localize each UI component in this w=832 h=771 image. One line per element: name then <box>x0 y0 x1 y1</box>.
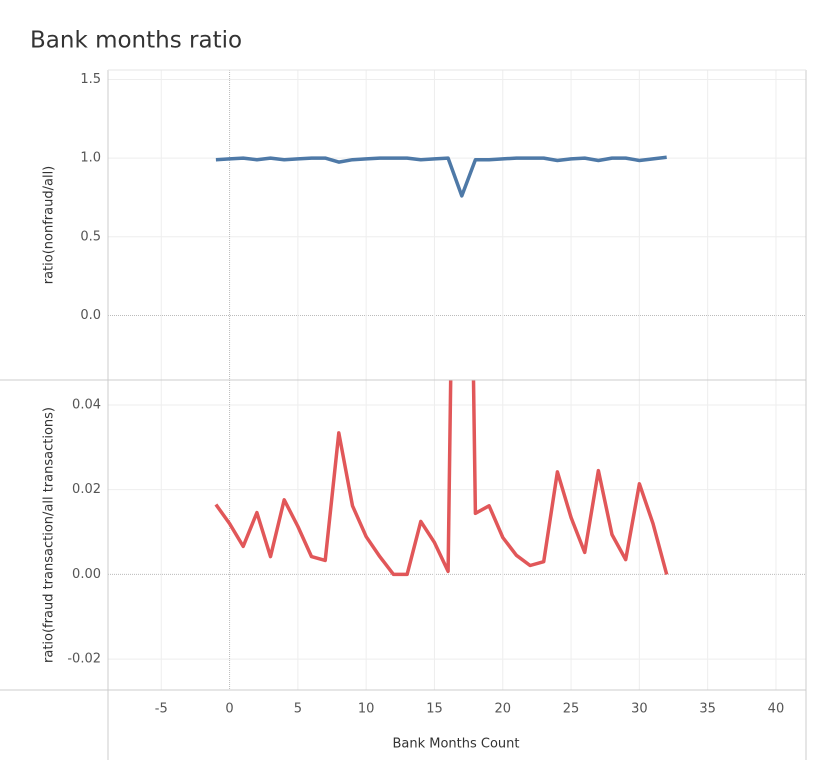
chart-title: Bank months ratio <box>30 28 242 54</box>
y-tick-label: -0.02 <box>67 652 101 667</box>
y-tick-label: 0.5 <box>80 229 101 244</box>
x-tick-label: 10 <box>358 702 375 717</box>
x-tick-label: -5 <box>155 702 168 717</box>
x-tick-label: 35 <box>699 702 716 717</box>
y-tick-label: 0.04 <box>72 397 101 412</box>
grid: 0.0 0.5 1.0 1.5 -0.02 0.00 0.02 0.04 -5 0 5 10 15 20 2… <box>67 70 806 717</box>
x-tick-label: 20 <box>494 702 511 717</box>
y-axis-title: ratio(nonfraud/all) <box>42 166 57 285</box>
x-tick-label: 25 <box>563 702 580 717</box>
data-line <box>215 155 667 198</box>
y-axis-title: ratio(fraud transaction/all transactions… <box>42 407 57 663</box>
x-tick-label: 5 <box>294 702 302 717</box>
marks <box>214 155 669 577</box>
x-tick-label: 0 <box>225 702 233 717</box>
y-tick-label: 0.0 <box>80 308 101 323</box>
y-tick-label: 0.00 <box>72 567 101 582</box>
y-tick-label: 1.5 <box>80 72 101 87</box>
data-line <box>214 380 669 577</box>
y-tick-label: 1.0 <box>80 151 101 166</box>
x-tick-label: 40 <box>768 702 785 717</box>
x-axis-title: Bank Months Count <box>392 737 519 752</box>
frame <box>0 69 807 760</box>
x-tick-label: 15 <box>426 702 443 717</box>
x-tick-label: 30 <box>631 702 648 717</box>
y-tick-label: 0.02 <box>72 482 101 497</box>
